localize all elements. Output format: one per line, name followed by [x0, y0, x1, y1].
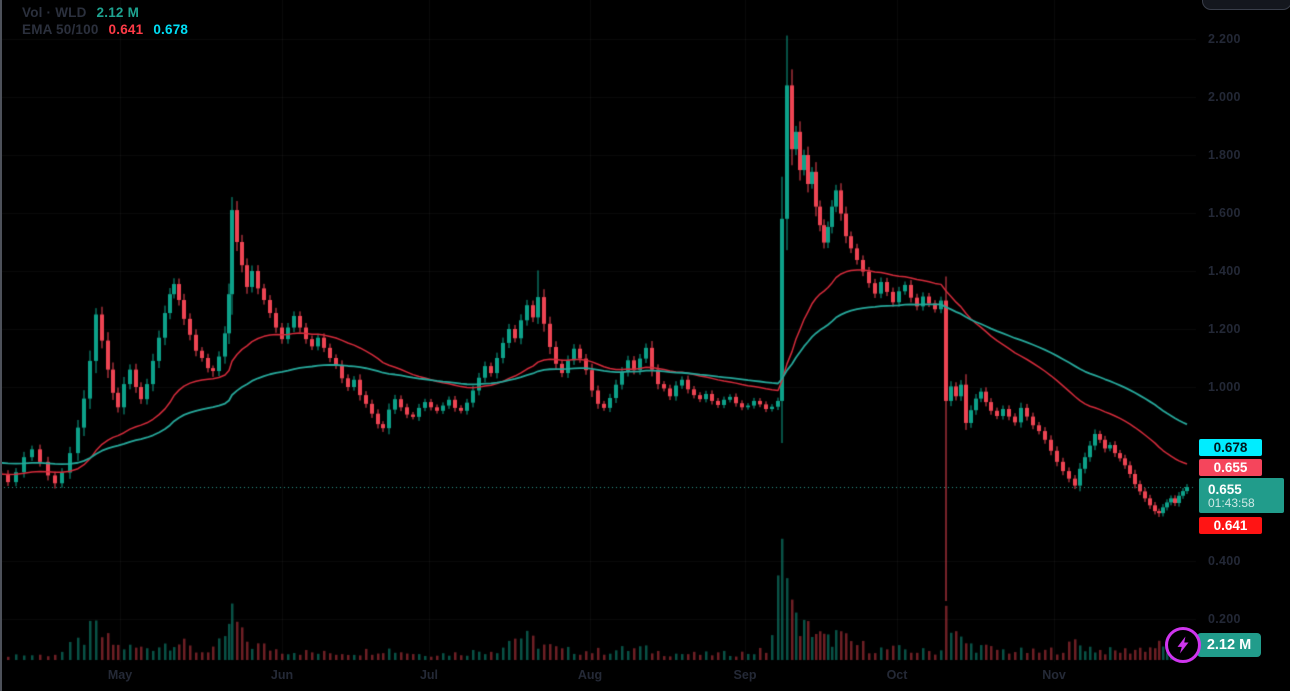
volume-legend-row[interactable]: Vol · WLD 2.12 M [22, 4, 188, 21]
instant-trade-button[interactable] [1165, 627, 1201, 663]
indicator-legend: Vol · WLD 2.12 M EMA 50/100 0.641 0.678 [22, 4, 188, 38]
price-tick-label: 1.600 [1208, 206, 1241, 220]
price-tick-label: 1.000 [1208, 380, 1241, 394]
time-axis[interactable]: May Jun Jul Aug Sep Oct Nov [0, 663, 1290, 691]
price-tick-label: 0.400 [1208, 554, 1241, 568]
price-tick-label: 1.800 [1208, 148, 1241, 162]
ema50-flag-value: 0.641 [1213, 518, 1248, 533]
month-tick-label: Nov [1042, 668, 1066, 682]
ema100-price-flag: 0.678 [1199, 439, 1262, 456]
price-tick-label: 2.000 [1208, 90, 1241, 104]
month-tick-label: Sep [733, 668, 757, 682]
month-tick-label: Jun [270, 668, 294, 682]
month-tick-label: May [107, 668, 133, 682]
ema50-legend-value: 0.641 [108, 22, 144, 37]
ema-legend-row[interactable]: EMA 50/100 0.641 0.678 [22, 21, 188, 38]
price-tick-label: 1.200 [1208, 322, 1241, 336]
price-tick-label: 1.400 [1208, 264, 1241, 278]
ema50-price-flag: 0.641 [1199, 517, 1262, 534]
ema100-flag-value: 0.678 [1213, 440, 1248, 455]
page-edge-right [1290, 0, 1296, 700]
volume-legend-label: Vol · WLD [22, 5, 87, 20]
secondary-price-flag: 0.655 [1199, 459, 1262, 476]
month-tick-label: Jul [419, 668, 439, 682]
volume-value-flag: 2.12 M [1197, 633, 1261, 657]
chart-left-border [0, 0, 2, 691]
price-tick-label: 0.200 [1208, 612, 1241, 626]
ema100-legend-value: 0.678 [153, 22, 189, 37]
last-price-value: 0.655 [1208, 481, 1242, 497]
toolbar-button-partial[interactable] [1202, 0, 1292, 10]
volume-flag-value: 2.12 M [1206, 637, 1252, 653]
month-tick-label: Aug [577, 668, 603, 682]
volume-legend-value: 2.12 M [96, 5, 140, 20]
lightning-icon [1177, 636, 1189, 654]
price-axis[interactable]: 2.200 2.000 1.800 1.600 1.400 1.200 1.000 0.400… [1200, 0, 1290, 663]
candle-countdown: 01:43:58 [1208, 495, 1255, 510]
page-edge-bottom [0, 691, 1296, 700]
last-price-flag: 0.655 01:43:58 [1199, 478, 1284, 513]
month-tick-label: Oct [886, 668, 908, 682]
ema-legend-label: EMA 50/100 [22, 22, 99, 37]
price-tick-label: 2.200 [1208, 32, 1241, 46]
secondary-flag-value: 0.655 [1213, 460, 1248, 475]
